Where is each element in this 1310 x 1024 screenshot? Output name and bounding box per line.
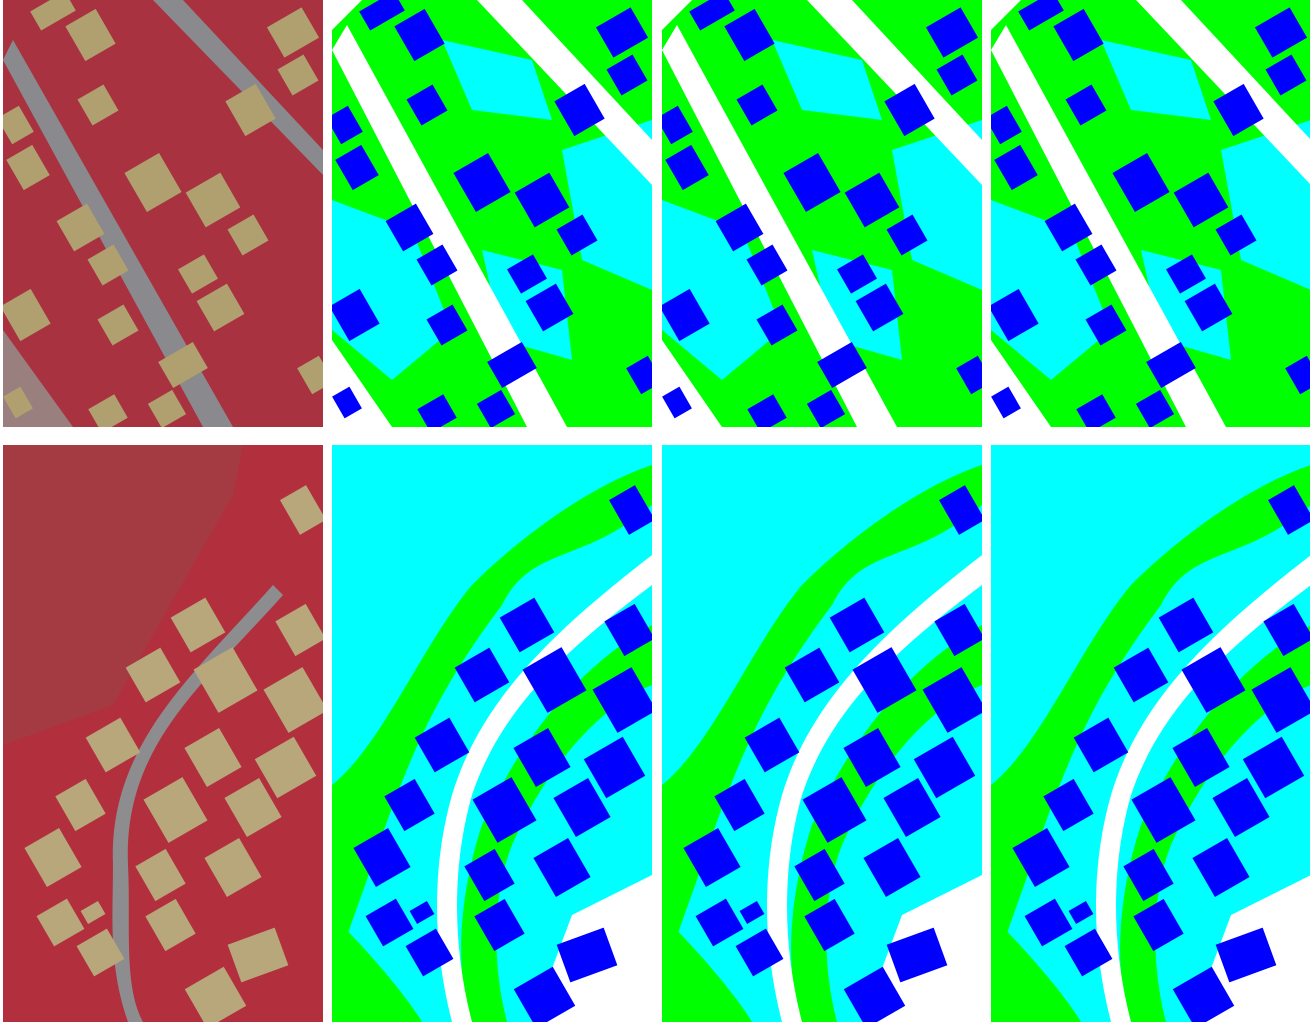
aerial-image <box>3 445 327 1024</box>
prediction <box>985 0 1310 433</box>
prediction <box>656 0 993 433</box>
prediction <box>662 445 986 1024</box>
ground-truth <box>326 0 663 433</box>
ground-truth <box>332 445 656 1024</box>
aerial-image <box>0 0 334 433</box>
prediction <box>991 445 1310 1024</box>
